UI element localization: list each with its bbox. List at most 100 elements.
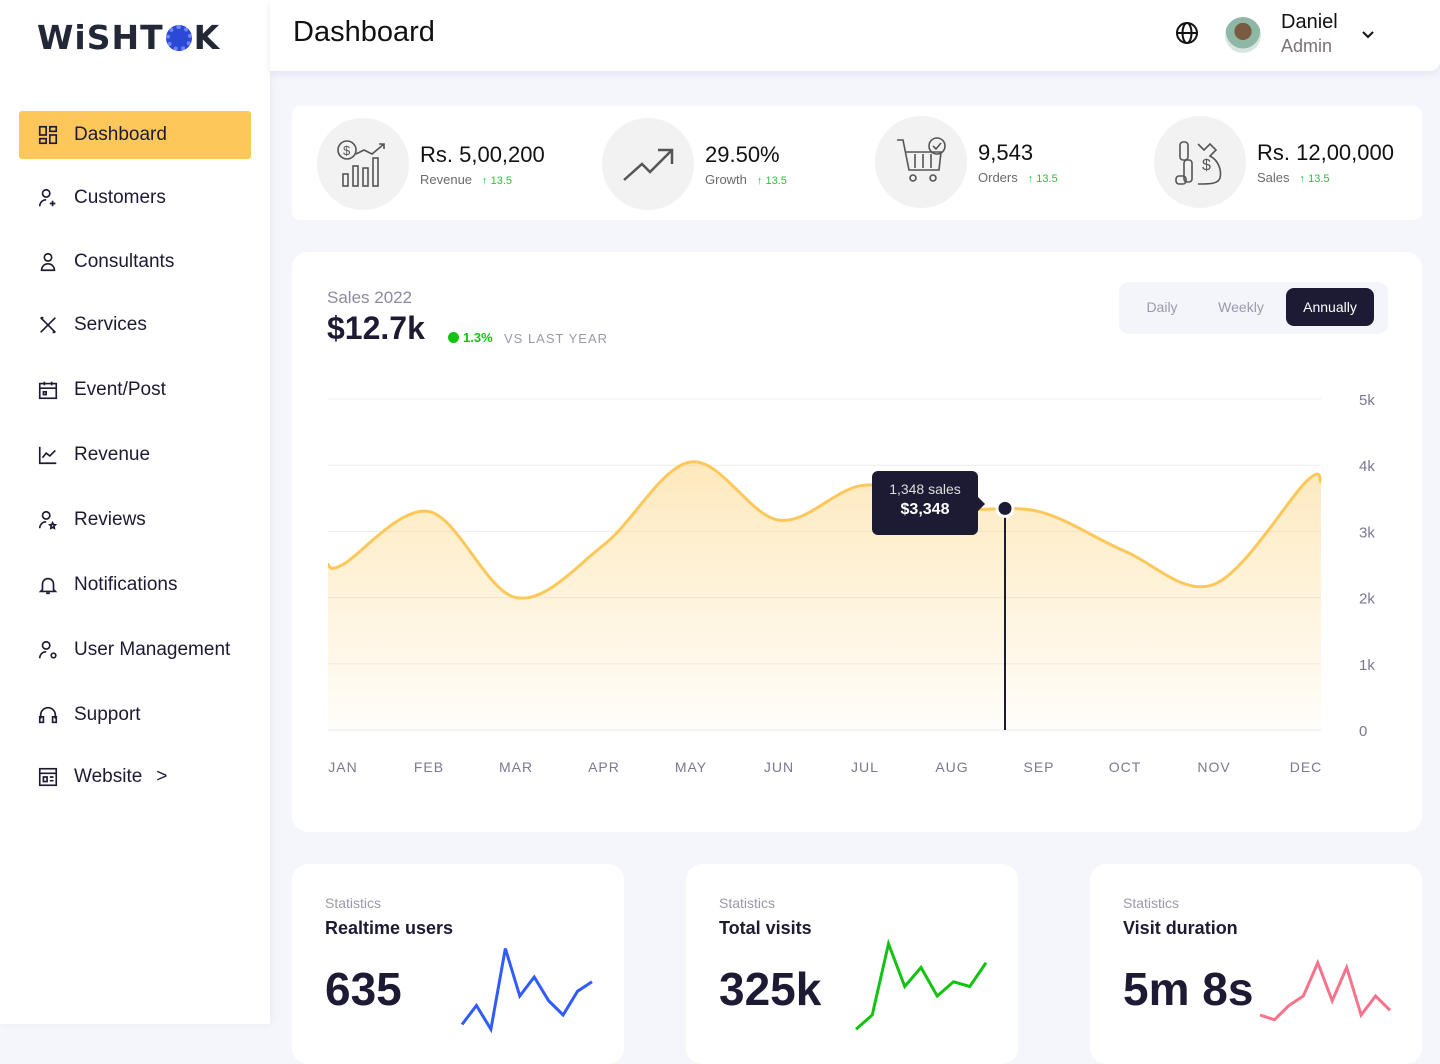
sales-change-value: 1.3% bbox=[463, 330, 493, 345]
x-tick-label: NOV bbox=[1197, 759, 1230, 775]
top-header: Dashboard Daniel Admin bbox=[270, 0, 1440, 71]
tooltip-sales: 1,348 sales bbox=[889, 481, 961, 497]
sidebar-item-label: Website bbox=[74, 766, 143, 787]
chevron-down-icon[interactable] bbox=[1360, 26, 1376, 42]
stat-change: ↑ 13.5 bbox=[482, 174, 513, 187]
stat-value: Rs. 12,00,000 bbox=[1257, 139, 1394, 165]
sidebar-item-label: Dashboard bbox=[74, 124, 167, 145]
card-value: 5m 8s bbox=[1123, 963, 1254, 1015]
stat-growth: 29.50% Growth ↑ 13.5 bbox=[602, 118, 787, 210]
x-tick-label: MAR bbox=[499, 759, 533, 775]
y-tick-label: 0 bbox=[1359, 723, 1367, 740]
sales-change: 1.3% bbox=[448, 330, 493, 345]
stat-revenue: $ Rs. 5,00,200 Revenue ↑ 13.5 bbox=[317, 118, 545, 210]
bell-icon bbox=[38, 577, 58, 595]
x-tick-label: AUG bbox=[935, 759, 968, 775]
sales-chart-card: Sales 2022 $12.7k 1.3% VS LAST YEAR Dail… bbox=[292, 252, 1422, 832]
user-name[interactable]: Daniel bbox=[1281, 11, 1338, 33]
sidebar-item-label: Reviews bbox=[74, 509, 146, 530]
x-tick-label: DEC bbox=[1290, 759, 1323, 775]
sidebar-item-user-management[interactable]: User Management bbox=[19, 626, 251, 674]
user-icon bbox=[40, 252, 56, 272]
stat-label: Sales bbox=[1257, 169, 1290, 185]
sales-total: $12.7k bbox=[327, 310, 425, 346]
sparkline-path bbox=[1259, 958, 1392, 1022]
sparkline bbox=[1259, 958, 1392, 1022]
user-gear-icon bbox=[38, 640, 57, 659]
x-tick-label: APR bbox=[588, 759, 620, 775]
stat-value: 29.50% bbox=[705, 141, 780, 167]
avatar[interactable] bbox=[1225, 17, 1261, 53]
dashboard-grid-icon bbox=[38, 125, 58, 145]
x-tick-label: OCT bbox=[1109, 759, 1142, 775]
period-annually[interactable]: Annually bbox=[1286, 288, 1374, 326]
sidebar-item-label: Services bbox=[74, 314, 147, 335]
card-kicker: Statistics bbox=[1123, 895, 1180, 911]
x-tick-label: FEB bbox=[414, 759, 444, 775]
sidebar-item-label: User Management bbox=[74, 639, 231, 660]
period-daily[interactable]: Daily bbox=[1146, 299, 1178, 315]
y-tick-label: 5k bbox=[1359, 392, 1375, 409]
stat-card-total-visits: Statistics Total visits 325k bbox=[686, 864, 1018, 1064]
stat-value: Rs. 5,00,200 bbox=[420, 141, 545, 167]
revenue-chart-icon: $ bbox=[317, 118, 409, 210]
x-tick-label: JUL bbox=[851, 759, 879, 775]
card-title: Realtime users bbox=[325, 918, 454, 938]
stat-change: ↑ 13.5 bbox=[1299, 172, 1330, 185]
y-tick-label: 1k bbox=[1359, 657, 1375, 674]
sidebar-item-label: Support bbox=[74, 704, 141, 725]
hover-point[interactable] bbox=[995, 498, 1015, 518]
area-line bbox=[327, 460, 1323, 600]
sidebar: WiSHT K Dashboard Customers Consultants Serv… bbox=[0, 0, 270, 1024]
sparkline bbox=[460, 948, 593, 1034]
stats-bar: $ Rs. 5,00,200 Revenue ↑ 13.5 29.50% Growth… bbox=[292, 106, 1422, 220]
sun-logo-icon bbox=[165, 24, 192, 51]
sidebar-item-notifications[interactable]: Notifications bbox=[19, 561, 251, 609]
sidebar-item-label: Event/Post bbox=[74, 379, 166, 400]
sidebar-item-website[interactable]: Website > bbox=[19, 753, 251, 801]
arrow-up-right-icon bbox=[448, 332, 459, 343]
stat-label: Orders bbox=[978, 169, 1018, 185]
sidebar-item-event-post[interactable]: Event/Post bbox=[19, 366, 251, 414]
x-tick-label: JUN bbox=[764, 759, 794, 775]
y-tick-label: 4k bbox=[1359, 458, 1375, 475]
area-fill bbox=[328, 461, 1321, 730]
user-add-icon bbox=[38, 188, 56, 207]
user-role: Admin bbox=[1281, 36, 1333, 56]
stat-label: Revenue bbox=[420, 171, 473, 187]
trend-up-icon bbox=[602, 118, 694, 210]
sidebar-item-label: Customers bbox=[74, 187, 166, 208]
sidebar-item-label: Revenue bbox=[74, 444, 151, 465]
sidebar-item-support[interactable]: Support bbox=[19, 691, 251, 739]
sidebar-item-consultants[interactable]: Consultants bbox=[19, 238, 251, 286]
card-kicker: Statistics bbox=[325, 895, 382, 911]
stat-label: Growth bbox=[705, 171, 747, 187]
period-weekly[interactable]: Weekly bbox=[1218, 299, 1264, 315]
sidebar-item-dashboard[interactable]: Dashboard bbox=[19, 111, 251, 159]
sidebar-item-services[interactable]: Services bbox=[19, 301, 251, 349]
sidebar-item-reviews[interactable]: Reviews bbox=[19, 496, 251, 544]
stat-card-realtime-users: Statistics Realtime users 635 bbox=[292, 864, 624, 1064]
x-tick-label: MAY bbox=[675, 759, 707, 775]
cart-check-icon bbox=[875, 116, 967, 208]
globe-icon[interactable] bbox=[1175, 21, 1199, 45]
money-bag-icon: $ bbox=[1154, 116, 1246, 208]
x-tick-label: JAN bbox=[328, 759, 357, 775]
stat-card-visit-duration: Statistics Visit duration 5m 8s bbox=[1090, 864, 1422, 1064]
card-kicker: Statistics bbox=[719, 895, 776, 911]
period-toggle: Daily Weekly Annually bbox=[1119, 282, 1388, 334]
stat-change: ↑ 13.5 bbox=[756, 174, 787, 187]
vs-last-year: VS LAST YEAR bbox=[504, 331, 609, 346]
y-tick-label: 2k bbox=[1359, 591, 1375, 608]
sidebar-item-customers[interactable]: Customers bbox=[19, 174, 251, 222]
sparkline-path bbox=[855, 938, 988, 1031]
website-icon bbox=[38, 767, 58, 787]
sidebar-item-label: Consultants bbox=[74, 251, 175, 272]
sparkline-path bbox=[460, 948, 593, 1034]
card-title: Visit duration bbox=[1123, 918, 1238, 938]
tooltip-value: $3,348 bbox=[900, 501, 950, 518]
brand-logo[interactable]: WiSHT K bbox=[37, 18, 221, 57]
stat-change: ↑ 13.5 bbox=[1027, 172, 1058, 185]
sidebar-item-revenue[interactable]: Revenue bbox=[19, 431, 251, 479]
sales-area-chart: 0 1k 2k 3k 4k 5k JAN FEB MAR APR MAY JUN JUL AUG SEP OC… bbox=[327, 392, 1375, 775]
